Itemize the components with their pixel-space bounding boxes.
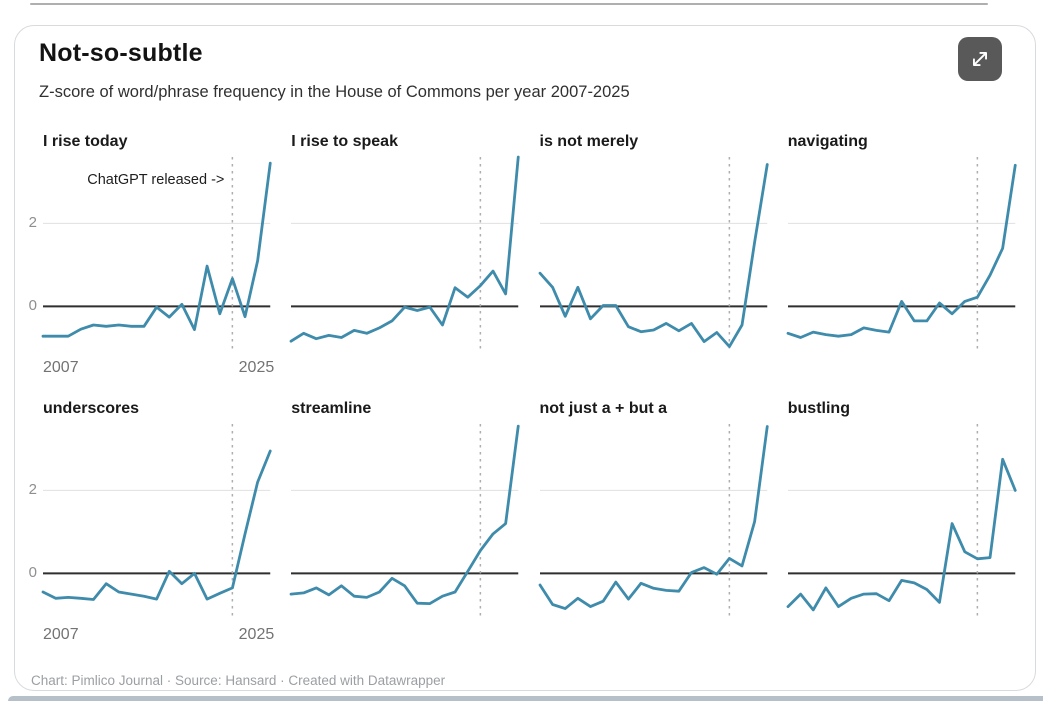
small-multiples-area: I rise today 2 0 ChatGPT released -> 2007 202…	[29, 133, 1015, 649]
chart-header: Not-so-subtle Z-score of word/phrase fre…	[15, 26, 1035, 102]
plot-area	[291, 157, 518, 352]
chart-title: I rise to speak	[291, 133, 398, 150]
plot-area	[291, 424, 518, 619]
chart-title: not just a + but a	[539, 400, 668, 417]
next-card-edge	[8, 696, 1043, 701]
plot-area	[788, 157, 1015, 352]
small-multiple-7: not just a + but a	[540, 400, 767, 649]
small-multiple-6: streamline	[291, 400, 518, 649]
expand-button[interactable]	[958, 37, 1002, 81]
x-axis-first-label: 2007	[43, 626, 79, 643]
plot-area: 2 0 ChatGPT released ->	[29, 157, 270, 352]
chart-title: bustling	[787, 400, 850, 417]
small-multiple-2: I rise to speak	[291, 133, 518, 400]
x-axis	[788, 619, 1015, 649]
small-multiple-3: is not merely	[540, 133, 767, 400]
chart-title: navigating	[787, 133, 868, 150]
charts-grid: I rise today 2 0 ChatGPT released -> 2007 202…	[29, 133, 1015, 649]
plot-area	[540, 157, 767, 352]
top-edge-line	[30, 3, 988, 5]
chart-title: I rise today	[43, 133, 128, 150]
small-multiple-1: I rise today 2 0 ChatGPT released -> 2007 202…	[29, 133, 275, 400]
x-axis	[540, 619, 767, 649]
chart-card: Not-so-subtle Z-score of word/phrase fre…	[14, 25, 1036, 691]
x-axis	[291, 619, 518, 649]
x-axis	[540, 352, 767, 400]
chart-title: is not merely	[539, 133, 639, 150]
chart-title: streamline	[291, 400, 372, 417]
plot-area	[788, 424, 1015, 619]
page-title: Not-so-subtle	[39, 39, 203, 67]
chart-subtitle: Z-score of word/phrase frequency in the …	[39, 83, 630, 101]
chart-title: underscores	[43, 400, 140, 417]
x-axis-first-label: 2007	[43, 359, 79, 376]
x-axis: 2007 2025	[43, 619, 274, 649]
x-axis	[788, 352, 1015, 400]
y-axis-tick-label: 0	[28, 297, 37, 315]
small-multiple-4: navigating	[788, 133, 1015, 400]
x-axis-last-label: 2025	[238, 626, 275, 643]
event-annotation: ChatGPT released ->	[87, 172, 225, 188]
x-axis	[291, 352, 518, 400]
chart-footer: Chart: Pimlico Journal · Source: Hansard…	[31, 673, 446, 688]
small-multiple-5: underscores 2 0 2007 2025	[29, 400, 275, 649]
y-axis-tick-label: 2	[28, 214, 37, 232]
plot-area	[540, 424, 767, 619]
x-axis-last-label: 2025	[238, 359, 275, 376]
expand-arrows-icon	[966, 45, 994, 73]
x-axis: 2007 2025	[43, 352, 274, 400]
y-axis-tick-label: 2	[28, 481, 37, 499]
y-axis-tick-label: 0	[28, 564, 37, 582]
small-multiple-8: bustling	[788, 400, 1015, 649]
